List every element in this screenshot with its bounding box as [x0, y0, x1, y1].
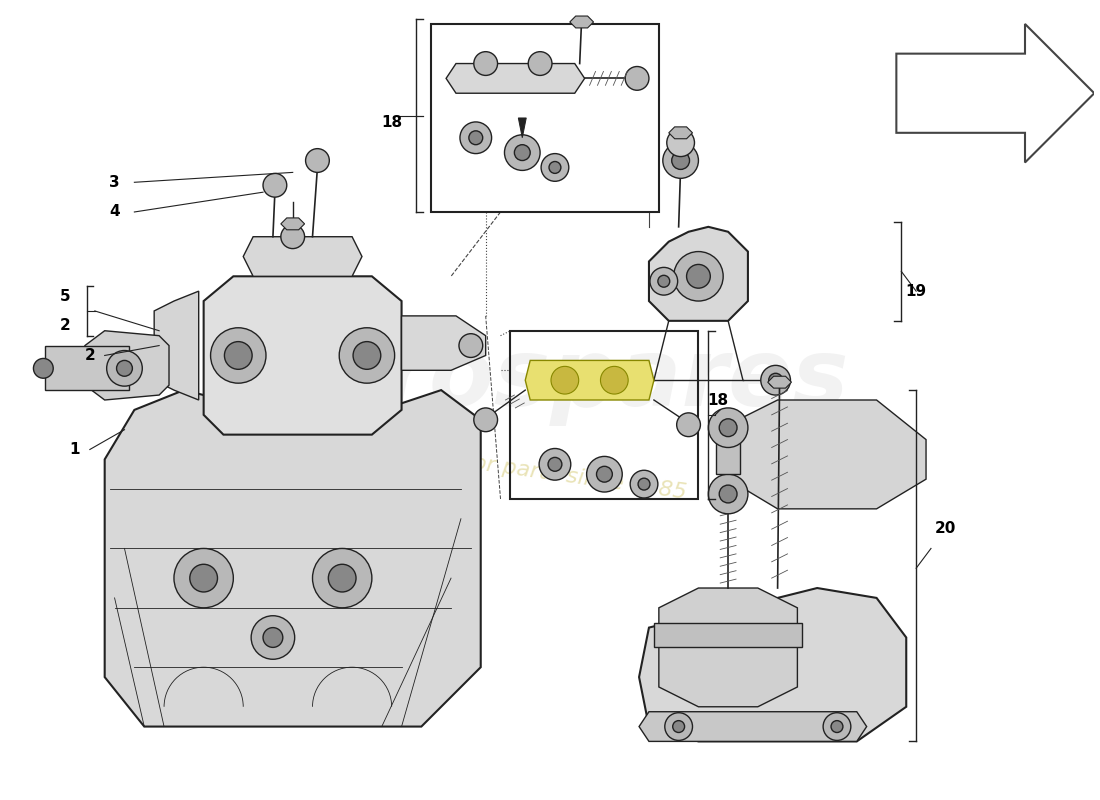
Circle shape [667, 129, 694, 157]
Text: 2: 2 [59, 318, 70, 334]
Circle shape [650, 267, 678, 295]
Circle shape [33, 358, 53, 378]
Circle shape [672, 152, 690, 170]
Circle shape [459, 334, 483, 358]
Circle shape [586, 457, 623, 492]
Circle shape [719, 485, 737, 503]
Polygon shape [768, 376, 792, 388]
Circle shape [601, 366, 628, 394]
Bar [510, 330, 698, 499]
Circle shape [625, 66, 649, 90]
Circle shape [673, 721, 684, 733]
Circle shape [658, 275, 670, 287]
Text: 3: 3 [109, 174, 120, 190]
Circle shape [515, 145, 530, 161]
Circle shape [263, 628, 283, 647]
Bar [653, 622, 802, 647]
Circle shape [339, 328, 395, 383]
Circle shape [474, 52, 497, 75]
Circle shape [460, 122, 492, 154]
Polygon shape [85, 330, 169, 400]
Text: 20: 20 [935, 521, 957, 536]
Polygon shape [243, 237, 362, 276]
Polygon shape [570, 16, 594, 28]
Circle shape [306, 149, 329, 172]
Polygon shape [669, 127, 693, 138]
Text: 5: 5 [59, 289, 70, 303]
Circle shape [539, 449, 571, 480]
Circle shape [663, 142, 698, 178]
Circle shape [708, 474, 748, 514]
Circle shape [190, 564, 218, 592]
Circle shape [210, 328, 266, 383]
Circle shape [469, 131, 483, 145]
Polygon shape [649, 227, 748, 321]
Circle shape [107, 350, 142, 386]
Circle shape [630, 470, 658, 498]
Circle shape [312, 549, 372, 608]
Polygon shape [518, 118, 526, 138]
Circle shape [686, 265, 711, 288]
Text: 19: 19 [905, 284, 926, 298]
Polygon shape [728, 400, 926, 509]
Circle shape [328, 564, 356, 592]
Polygon shape [447, 63, 584, 94]
Polygon shape [639, 588, 906, 742]
Text: 2: 2 [85, 348, 96, 363]
Circle shape [596, 466, 613, 482]
Circle shape [769, 374, 782, 387]
Text: 1: 1 [69, 442, 80, 457]
Text: 18: 18 [381, 115, 403, 130]
Polygon shape [280, 218, 305, 230]
Circle shape [505, 134, 540, 170]
Circle shape [263, 174, 287, 197]
Circle shape [117, 361, 132, 376]
Polygon shape [659, 588, 798, 706]
Polygon shape [204, 276, 402, 434]
Circle shape [606, 366, 636, 395]
Circle shape [719, 419, 737, 437]
Text: eurospares: eurospares [251, 334, 849, 426]
Circle shape [761, 366, 791, 395]
Circle shape [174, 549, 233, 608]
Polygon shape [639, 712, 867, 742]
Circle shape [823, 713, 850, 741]
Circle shape [549, 162, 561, 174]
Circle shape [638, 478, 650, 490]
Polygon shape [402, 316, 486, 370]
Circle shape [676, 413, 701, 437]
Circle shape [551, 366, 579, 394]
Circle shape [541, 154, 569, 182]
Bar [45, 346, 130, 390]
Circle shape [664, 713, 693, 741]
Polygon shape [104, 390, 481, 726]
Circle shape [528, 52, 552, 75]
Text: 18: 18 [707, 393, 729, 407]
Bar [716, 430, 740, 474]
Circle shape [280, 225, 305, 249]
Circle shape [830, 721, 843, 733]
Circle shape [708, 408, 748, 447]
Text: 4: 4 [109, 205, 120, 219]
Text: a passion for parts since 1985: a passion for parts since 1985 [352, 436, 689, 502]
Bar [431, 24, 659, 212]
Circle shape [614, 374, 628, 387]
Polygon shape [154, 291, 199, 400]
Circle shape [474, 408, 497, 432]
Circle shape [224, 342, 252, 370]
Circle shape [353, 342, 381, 370]
Circle shape [251, 616, 295, 659]
Circle shape [673, 251, 723, 301]
Polygon shape [526, 361, 653, 400]
Circle shape [548, 458, 562, 471]
